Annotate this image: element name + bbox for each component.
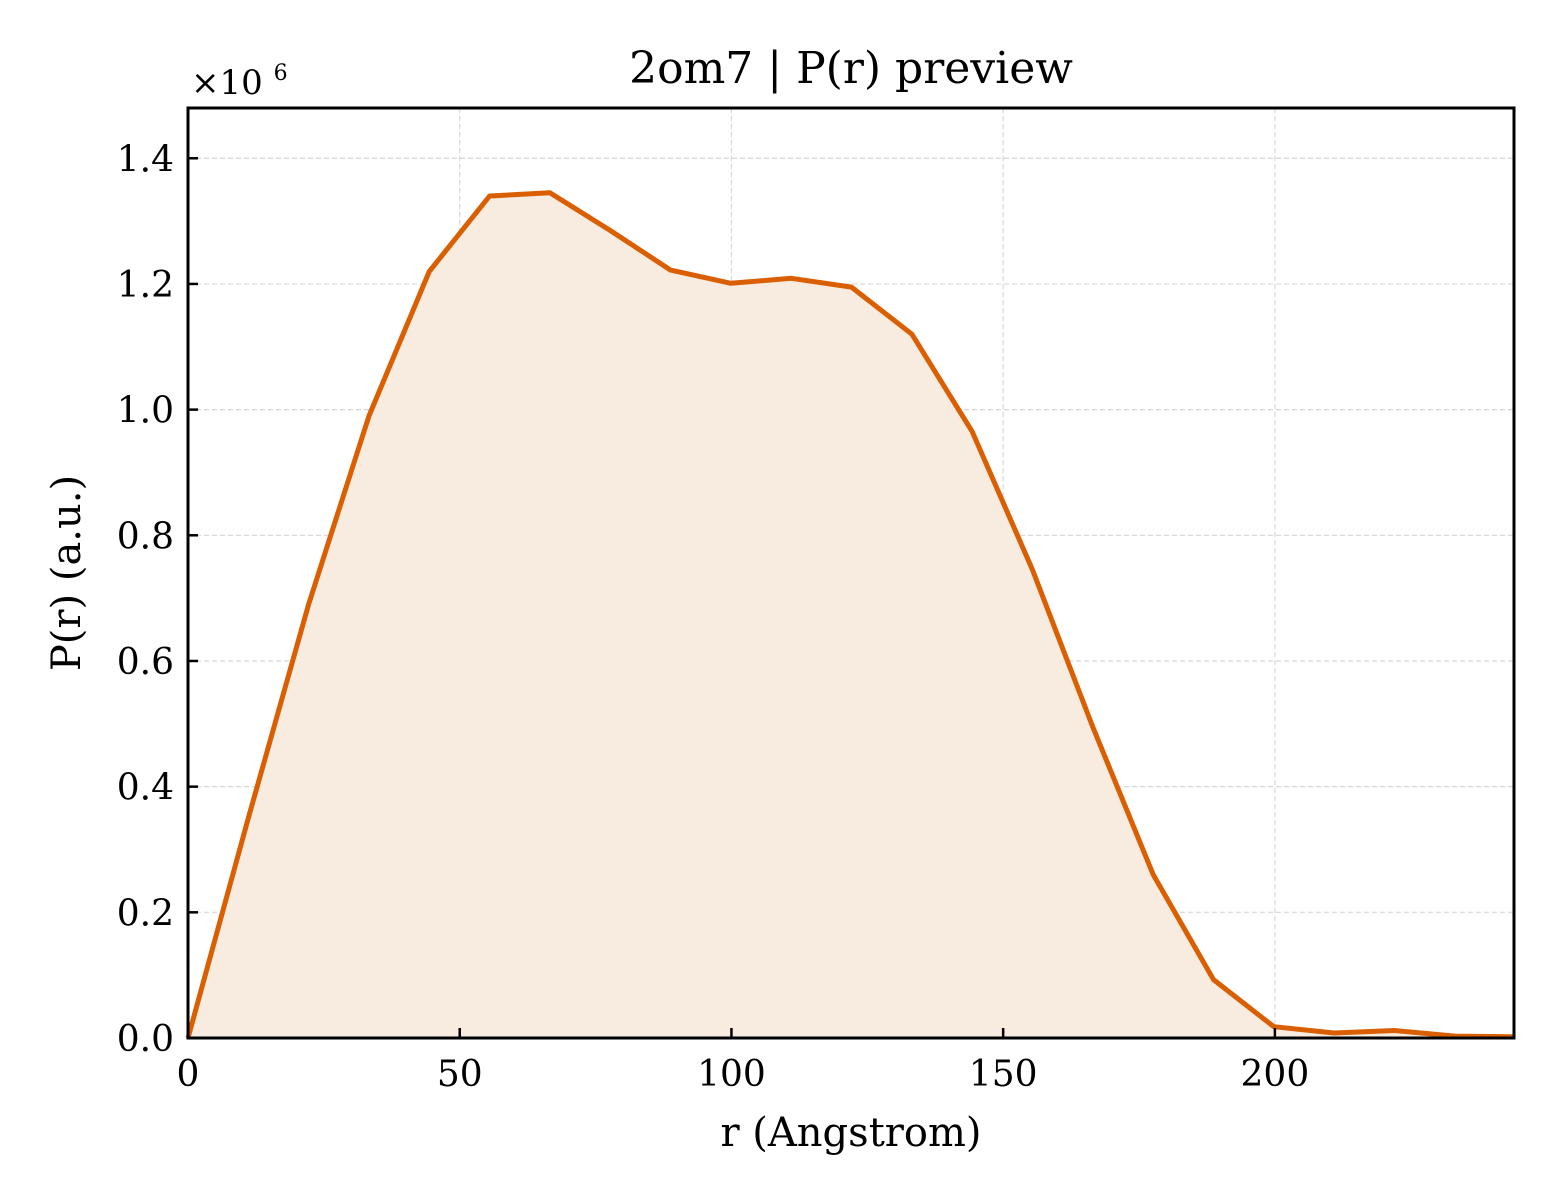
y-offset-text: ×10 6 bbox=[191, 61, 288, 103]
series-area-fill bbox=[188, 192, 1514, 1039]
x-tick-label: 0 bbox=[177, 1054, 200, 1095]
y-offset-base: ×10 bbox=[191, 63, 263, 103]
x-tick-label: 150 bbox=[969, 1054, 1038, 1095]
chart-title: 2om7 | P(r) preview bbox=[629, 43, 1073, 94]
y-tick-label: 1.4 bbox=[117, 139, 174, 180]
x-tick-label: 100 bbox=[697, 1054, 766, 1095]
y-offset-exponent: 6 bbox=[274, 61, 288, 86]
y-axis-label: P(r) (a.u.) bbox=[44, 475, 90, 671]
y-tick-label: 0.0 bbox=[117, 1019, 174, 1060]
series-line bbox=[185, 190, 1515, 1040]
y-tick-label: 1.0 bbox=[117, 391, 174, 432]
x-axis-label: r (Angstrom) bbox=[720, 1110, 981, 1156]
y-tick-label: 0.2 bbox=[117, 893, 174, 934]
y-tick-label: 0.8 bbox=[117, 516, 174, 557]
x-tick-label: 50 bbox=[437, 1054, 483, 1095]
y-tick-label: 0.6 bbox=[117, 642, 174, 683]
y-tick-label: 0.4 bbox=[117, 768, 174, 809]
plot-frame bbox=[186, 106, 1516, 1040]
x-axis: 0 50 100 150 200 bbox=[177, 1028, 1310, 1095]
x-tick-label: 200 bbox=[1241, 1054, 1310, 1095]
y-axis: 0.0 0.2 0.4 0.6 0.8 1.0 1.2 1.4 bbox=[117, 139, 198, 1060]
y-tick-label: 1.2 bbox=[117, 265, 174, 306]
